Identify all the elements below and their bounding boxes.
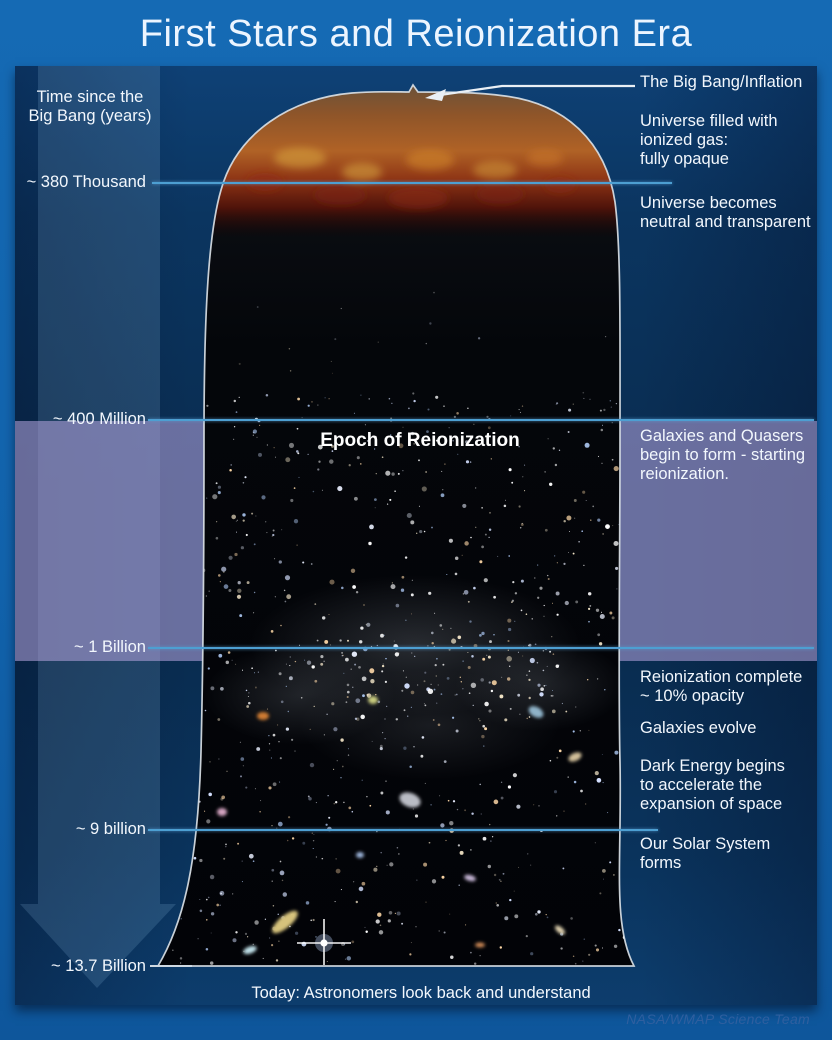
bell-outline <box>156 83 636 967</box>
bright-star <box>297 919 351 965</box>
credit-label: NASA/WMAP Science Team <box>626 1011 810 1027</box>
timeline-line-380k <box>152 182 672 184</box>
big-bang-arrow-icon <box>425 84 635 101</box>
timeline-line-9b <box>148 829 658 831</box>
timeline-line-400m <box>148 419 814 421</box>
page-title: First Stars and Reionization Era <box>139 13 693 55</box>
note-neutral-transparent: Universe becomes neutral and transparent <box>640 194 811 231</box>
note-ionized-gas: Universe filled with ionized gas: fully … <box>640 112 778 168</box>
footer-label: Today: Astronomers look back and underst… <box>251 984 591 1002</box>
time-marker-13b: ~ 13.7 Billion <box>51 957 146 975</box>
timeline-line-13b <box>150 965 192 967</box>
note-reionization-complete: Reionization complete ~ 10% opacity <box>640 668 803 705</box>
note-dark-energy: Dark Energy begins to accelerate the exp… <box>640 757 785 813</box>
note-solar-system: Our Solar System forms <box>640 835 771 872</box>
fire-texture <box>247 148 576 209</box>
note-galaxies-quasars-form: Galaxies and Quasers begin to form - sta… <box>640 427 806 483</box>
time-marker-9b: ~ 9 billion <box>75 820 146 838</box>
epoch-label: Epoch of Reionization <box>320 430 520 451</box>
note-big-bang: The Big Bang/Inflation <box>640 73 803 91</box>
axis-label: Time since the Big Bang (years) <box>28 88 152 125</box>
time-marker-400m: ~ 400 Million <box>52 410 146 428</box>
time-marker-380k: ~ 380 Thousand <box>26 173 146 191</box>
timeline-line-1b <box>148 647 814 649</box>
time-marker-1b: ~ 1 Billion <box>73 638 146 656</box>
galaxies <box>217 696 582 955</box>
note-galaxies-evolve: Galaxies evolve <box>640 719 757 737</box>
